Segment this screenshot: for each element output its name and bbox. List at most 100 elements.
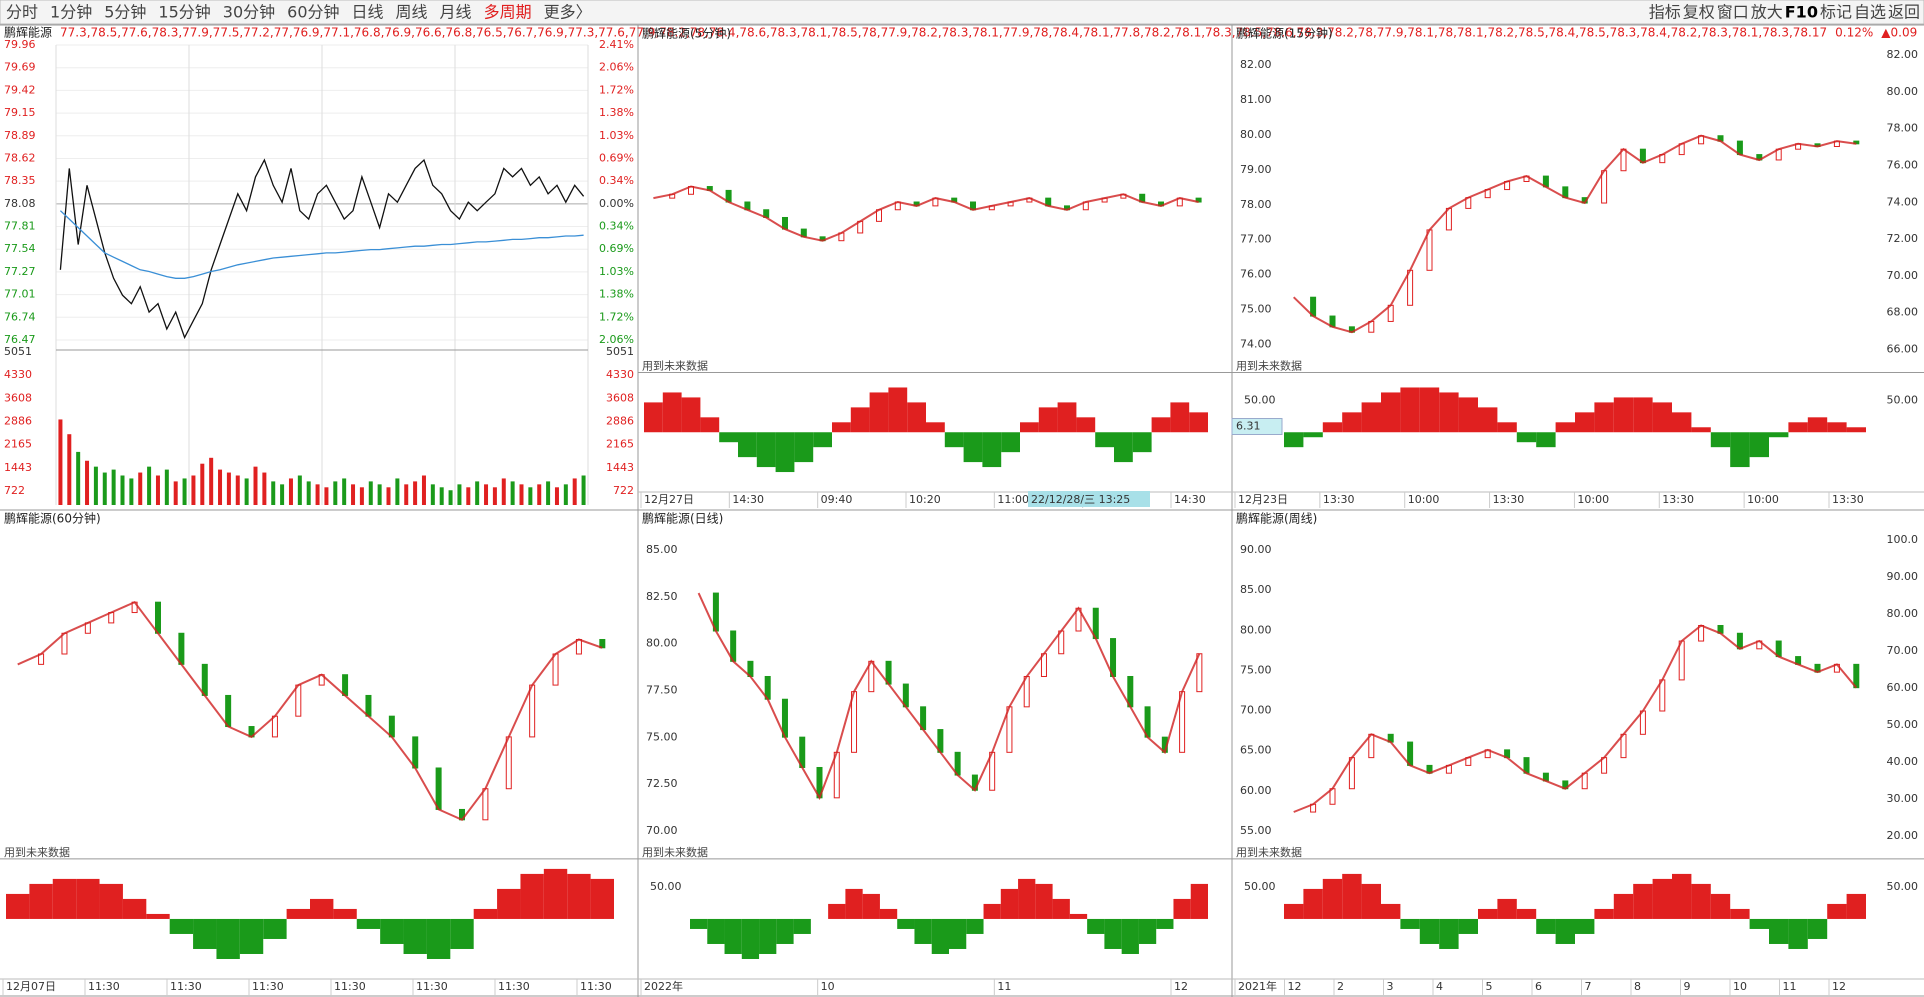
period-tab[interactable]: 1分钟 [50, 3, 92, 22]
price-label: 68.00 [1887, 306, 1919, 319]
candle [155, 601, 161, 634]
indicator-bar [1730, 908, 1750, 919]
candle [599, 638, 606, 649]
period-tab[interactable]: 15分钟 [158, 3, 210, 22]
panel-title[interactable]: 鹏辉能源(周线) [1236, 512, 1317, 526]
volume-bar [191, 475, 196, 505]
x-axis-label: 2 [1337, 980, 1344, 993]
price-label: 50.00 [1887, 718, 1919, 731]
toolbar-button[interactable]: 返回 [1888, 3, 1920, 22]
indicator-bar [1132, 432, 1152, 453]
price-label: 77.50 [646, 683, 678, 696]
period-tab[interactable]: 5分钟 [104, 3, 146, 22]
volume-bar [244, 478, 249, 505]
x-axis-label: 14:30 [1174, 493, 1206, 506]
price-label: 20.00 [1887, 829, 1919, 842]
volume-bar [235, 475, 240, 505]
pct-label: 2.41% [599, 38, 634, 51]
pct-label: 1.03% [599, 265, 634, 278]
indicator-bar [738, 432, 757, 458]
indicator-bar [1076, 417, 1096, 433]
x-axis-label: 11:30 [88, 980, 120, 993]
x-axis-label: 10 [1733, 980, 1747, 993]
volume-bar [182, 478, 187, 505]
pct-label: 2.06% [599, 61, 634, 74]
quote-field: 77.3,78.5,77.6,78.3,77.9,77.5,77.2,77,76… [60, 26, 1827, 40]
toolbar-button[interactable]: 自选 [1854, 3, 1886, 22]
candle [482, 788, 489, 821]
x-axis-label: 2022年 [644, 979, 683, 993]
price-label: 81.00 [1240, 93, 1272, 106]
indicator-bar [644, 402, 663, 433]
period-tab[interactable]: 日线 [352, 3, 384, 22]
price-label: 80.00 [1240, 623, 1272, 636]
indicator-bar [1458, 918, 1478, 934]
volume-bar [528, 487, 533, 505]
x-axis-label: 09:40 [821, 493, 853, 506]
future-data-note: 用到未来数据 [642, 845, 708, 859]
x-axis-label: 11:30 [498, 980, 530, 993]
toolbar-button[interactable]: F10 [1785, 3, 1818, 22]
indicator-bar [1322, 422, 1343, 433]
price-label: 65.00 [1240, 744, 1272, 757]
panel-title[interactable]: 鹏辉能源(15分钟) [1236, 26, 1333, 41]
volume-label: 5051 [4, 345, 32, 358]
period-tab[interactable]: 更多〉 [544, 3, 592, 22]
period-tab[interactable]: 60分钟 [287, 3, 339, 22]
price-label: 76.00 [1240, 268, 1272, 281]
indicator-bar [1361, 883, 1381, 919]
toolbar-button[interactable]: 窗口 [1717, 3, 1749, 22]
panel-title[interactable]: 鹏辉能源(5分钟) [642, 26, 731, 41]
indicator-bar [879, 908, 898, 919]
pct-label: 0.69% [599, 151, 634, 164]
volume-bar [351, 484, 356, 505]
volume-bar [164, 469, 169, 505]
indicator-bar [944, 432, 964, 448]
volume-label: 1443 [606, 461, 634, 474]
period-tab[interactable]: 30分钟 [223, 3, 275, 22]
indicator-bar [1749, 432, 1769, 458]
indicator-bar [1284, 432, 1304, 448]
price-label: 77.54 [4, 242, 36, 255]
indicator-bar [1710, 432, 1731, 448]
indicator-bar [719, 432, 738, 443]
panel-title[interactable]: 鹏辉能源(60分钟) [4, 511, 101, 526]
indicator-bar [850, 407, 870, 433]
volume-bar [430, 484, 435, 505]
indicator-bar [1439, 392, 1459, 433]
pct-label: 1.38% [599, 288, 634, 301]
indicator-bar [6, 893, 30, 919]
volume-bar [262, 472, 267, 505]
toolbar-button[interactable]: 标记 [1820, 3, 1852, 22]
volume-bar [421, 475, 426, 505]
toolbar-button[interactable]: 复权 [1683, 3, 1715, 22]
indicator-bar [216, 918, 240, 959]
indicator-bar [862, 893, 880, 919]
period-tab[interactable]: 月线 [440, 3, 472, 22]
volume-bar [510, 481, 515, 505]
toolbar-button[interactable]: 指标 [1649, 3, 1681, 22]
volume-bar [102, 472, 107, 505]
period-tab[interactable]: 周线 [396, 3, 428, 22]
indicator-bar [1575, 412, 1595, 433]
x-axis-label: 10:00 [1747, 493, 1779, 506]
price-label: 85.00 [646, 543, 678, 556]
period-tab[interactable]: 多周期 [484, 3, 532, 22]
period-tab[interactable]: 分时 [6, 3, 38, 22]
indicator-bar [403, 918, 427, 954]
indicator-bar [949, 918, 967, 949]
quote-field: 0.12% [1835, 26, 1873, 40]
volume-bar [448, 490, 453, 505]
volume-bar [226, 472, 231, 505]
indicator-bar [1536, 432, 1556, 448]
panel-title[interactable]: 鹏辉能源(日线) [642, 512, 723, 526]
volume-bar [572, 478, 577, 505]
toolbar-button[interactable]: 放大 [1751, 3, 1783, 22]
indicator-bar [1170, 402, 1190, 433]
candle [1407, 269, 1414, 306]
indicator-bar [776, 918, 794, 944]
x-axis-label: 2021年 [1238, 979, 1277, 993]
price-label: 78.00 [1887, 122, 1919, 135]
candle [552, 653, 559, 686]
indicator-bar [1672, 412, 1692, 433]
